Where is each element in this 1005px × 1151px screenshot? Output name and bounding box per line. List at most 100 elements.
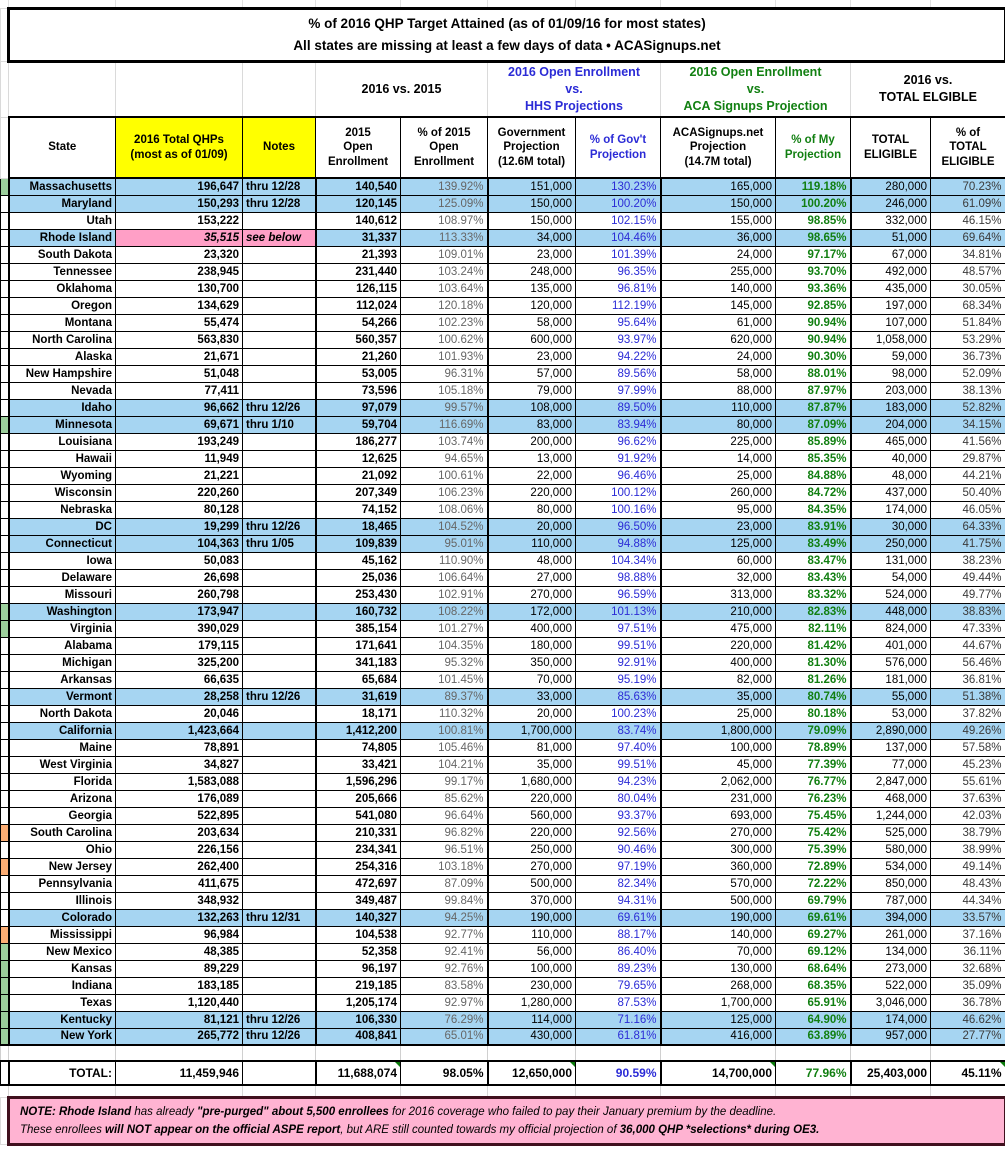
pct-of-eligible-cell: 36.73% [930, 347, 1005, 366]
notes-cell [242, 942, 316, 961]
gutter-cell [0, 806, 9, 825]
pct-of-my-cell: 98.85% [775, 211, 851, 230]
pct-of-eligible-cell: 68.34% [930, 296, 1005, 315]
table-row: California 1,423,664 1,412,200 100.81% 1… [0, 721, 1005, 740]
qhp-total-cell: 51,048 [115, 364, 243, 383]
pct-of-2015-cell: 100.81% [400, 721, 488, 740]
pct-of-gov-cell: 88.17% [575, 925, 661, 944]
gutter-cell [0, 823, 9, 842]
gov-projection-cell: 1,680,000 [486, 772, 576, 791]
pct-of-2015-cell: 104.21% [400, 755, 488, 774]
gov-projection-cell: 600,000 [486, 330, 576, 349]
gutter-cell [0, 347, 9, 366]
table-row: Illinois 348,932 349,487 99.84% 370,000 … [0, 891, 1005, 910]
pct-of-gov-cell: 97.19% [575, 857, 661, 876]
qhp-total-cell: 220,260 [115, 483, 243, 502]
pct-of-my-cell: 87.97% [775, 381, 851, 400]
table-row: Connecticut 104,363 thru 1/05 109,839 95… [0, 534, 1005, 553]
state-name-cell: New Jersey [7, 857, 116, 876]
pct-of-2015-cell: 102.23% [400, 313, 488, 332]
aca-projection-cell: 400,000 [659, 653, 776, 672]
gutter-cell [0, 942, 9, 961]
gutter-cell [0, 466, 9, 485]
pct-of-my-cell: 81.42% [775, 636, 851, 655]
aca-projection-cell: 140,000 [659, 925, 776, 944]
pct-of-2015-cell: 100.62% [400, 330, 488, 349]
pct-of-gov-cell: 130.23% [575, 177, 661, 196]
notes-cell [242, 347, 316, 366]
notes-cell [242, 976, 316, 995]
state-name-cell: Georgia [7, 806, 116, 825]
pct-of-2015-cell: 101.93% [400, 347, 488, 366]
pct-of-gov-cell: 96.59% [575, 585, 661, 604]
pct-of-eligible-cell: 47.33% [930, 619, 1005, 638]
col-header-pcteligible: % of TOTAL ELIGIBLE [930, 116, 1005, 179]
aca-projection-cell: 25,000 [659, 466, 776, 485]
total-eligible-cell: 576,000 [849, 653, 931, 672]
pct-of-eligible-cell: 38.79% [930, 823, 1005, 842]
pct-of-gov-cell: 104.34% [575, 551, 661, 570]
oe2015-cell: 120,145 [314, 194, 401, 213]
pct-of-eligible-cell: 46.05% [930, 500, 1005, 519]
pct-of-my-cell: 93.70% [775, 262, 851, 281]
notes-cell [242, 619, 316, 638]
state-name-cell: Missouri [7, 585, 116, 604]
total-eligible-cell: 332,000 [849, 211, 931, 230]
notes-cell [242, 789, 316, 808]
qhp-total-cell: 50,083 [115, 551, 243, 570]
table-row: Tennessee 238,945 231,440 103.24% 248,00… [0, 262, 1005, 281]
pct-of-2015-cell: 94.65% [400, 449, 488, 468]
notes-cell [242, 721, 316, 740]
aca-projection-cell: 500,000 [659, 891, 776, 910]
oe2015-cell: 25,036 [314, 568, 401, 587]
total-eligible-cell: 51,000 [849, 228, 931, 247]
table-row: Mississippi 96,984 104,538 92.77% 110,00… [0, 925, 1005, 944]
pct-of-eligible-cell: 36.11% [930, 942, 1005, 961]
pct-of-2015-cell: 101.45% [400, 670, 488, 689]
gov-projection-cell: 270,000 [486, 857, 576, 876]
table-row: Wyoming 21,221 21,092 100.61% 22,000 96.… [0, 466, 1005, 485]
title-line-1: % of 2016 QHP Target Attained (as of 01/… [308, 15, 706, 31]
qhp-total-cell: 260,798 [115, 585, 243, 604]
gov-projection-cell: 500,000 [486, 874, 576, 893]
aca-projection-cell: 2,062,000 [659, 772, 776, 791]
pct-of-gov-cell: 96.62% [575, 432, 661, 451]
oe2015-cell: 472,697 [314, 874, 401, 893]
qhp-total-cell: 179,115 [115, 636, 243, 655]
gov-projection-cell: 250,000 [486, 840, 576, 859]
aca-projection-cell: 110,000 [659, 398, 776, 417]
gutter-cell [0, 500, 9, 519]
gov-projection-cell: 100,000 [486, 959, 576, 978]
pct-of-eligible-cell: 45.23% [930, 755, 1005, 774]
oe2015-cell: 53,005 [314, 364, 401, 383]
gov-projection-cell: 114,000 [486, 1010, 576, 1029]
pct-of-my-cell: 69.12% [775, 942, 851, 961]
gov-projection-cell: 220,000 [486, 483, 576, 502]
total-eligible-cell: 55,000 [849, 687, 931, 706]
total-eligible-cell: 468,000 [849, 789, 931, 808]
pct-of-gov-cell: 94.31% [575, 891, 661, 910]
total-pct2015-cell: 98.05% [400, 1060, 488, 1086]
gov-projection-cell: 230,000 [486, 976, 576, 995]
total-eligible-cell: 25,403,000 [849, 1060, 931, 1086]
gutter-cell [0, 993, 9, 1012]
pct-of-gov-cell: 112.19% [575, 296, 661, 315]
oe2015-cell: 1,596,296 [314, 772, 401, 791]
pct-of-my-cell: 79.09% [775, 721, 851, 740]
state-name-cell: Texas [7, 993, 116, 1012]
pct-of-gov-cell: 82.34% [575, 874, 661, 893]
qhp-total-cell: 150,293 [115, 194, 243, 213]
pct-of-my-cell: 90.30% [775, 347, 851, 366]
pct-of-my-cell: 78.89% [775, 738, 851, 757]
note-line-2: These enrollees will NOT appear on the o… [20, 1123, 820, 1136]
oe2015-cell: 253,430 [314, 585, 401, 604]
notes-cell [242, 585, 316, 604]
aca-projection-cell: 36,000 [659, 228, 776, 247]
pct-of-gov-cell: 89.50% [575, 398, 661, 417]
notes-cell [242, 245, 316, 264]
state-name-cell: Massachusetts [7, 177, 116, 196]
group-empty-state [8, 60, 116, 118]
pct-of-gov-cell: 93.37% [575, 806, 661, 825]
aca-projection-cell: 58,000 [659, 364, 776, 383]
total-eligible-cell: 77,000 [849, 755, 931, 774]
